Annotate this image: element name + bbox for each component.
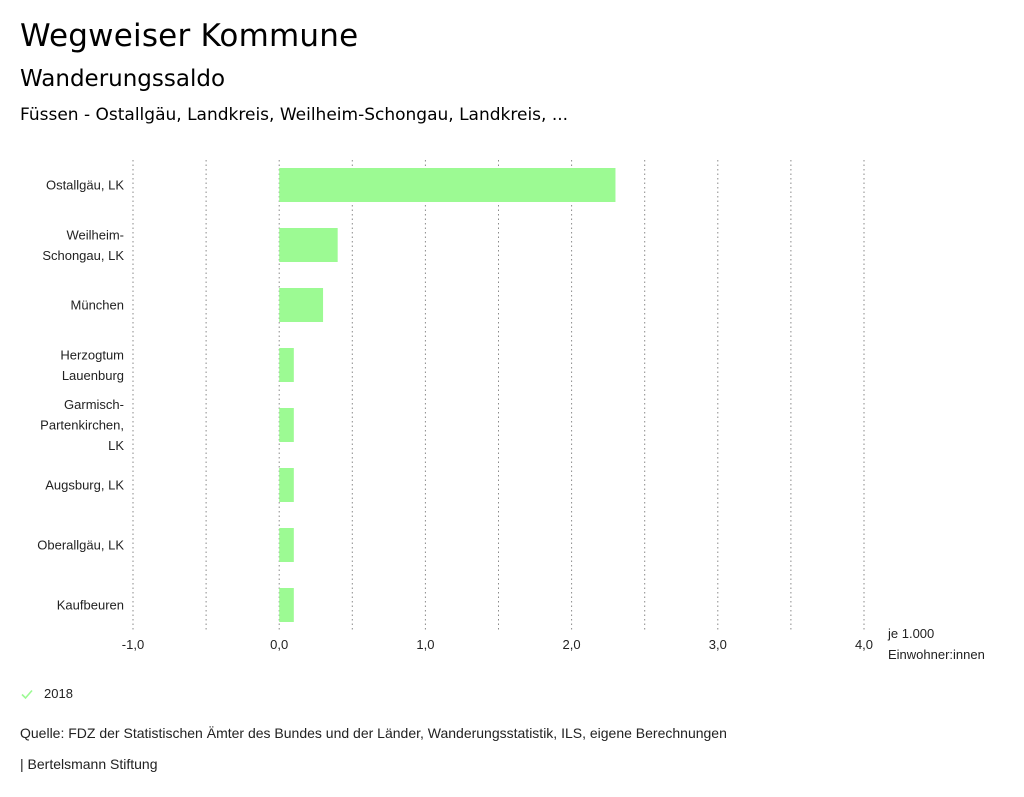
x-tick-label: 0,0: [270, 637, 288, 652]
legend-label-2018: 2018: [44, 686, 73, 701]
category-label: Herzogtum Lauenburg: [60, 347, 124, 383]
chart-title: Wegweiser Kommune: [20, 18, 359, 54]
category-label-line: München: [71, 298, 124, 313]
category-label-line: LK: [108, 438, 124, 453]
category-label-line: Partenkirchen,: [40, 418, 124, 433]
category-label-line: Oberallgäu, LK: [37, 538, 124, 553]
category-label: Kaufbeuren: [57, 598, 124, 613]
x-tick-label: 3,0: [709, 637, 727, 652]
source-note: Quelle: FDZ der Statistischen Ämter des …: [20, 725, 727, 741]
legend[interactable]: 2018: [20, 686, 73, 701]
bar[interactable]: [279, 408, 294, 442]
category-label: Ostallgäu, LK: [46, 178, 124, 193]
region-selection[interactable]: Füssen - Ostallgäu, Landkreis, Weilheim-…: [20, 105, 569, 125]
x-tick-label: 1,0: [416, 637, 434, 652]
category-label-line: Herzogtum: [60, 347, 124, 362]
bar[interactable]: [279, 168, 616, 202]
category-label-line: Weilheim-: [66, 227, 124, 242]
category-label-line: Schongau, LK: [42, 248, 124, 263]
bar[interactable]: [279, 468, 294, 502]
checkmark-icon[interactable]: [20, 687, 34, 701]
category-label: Garmisch- Partenkirchen, LK: [40, 397, 124, 453]
credit-note: | Bertelsmann Stiftung: [20, 756, 158, 772]
x-tick-label: 4,0: [855, 637, 873, 652]
category-label-line: Kaufbeuren: [57, 598, 124, 613]
category-label-line: Lauenburg: [62, 368, 124, 383]
bar[interactable]: [279, 288, 324, 322]
x-tick-label: -1,0: [122, 637, 144, 652]
x-axis-label: Einwohner:innen: [888, 647, 985, 662]
x-tick-label: 2,0: [563, 637, 581, 652]
x-axis-label: je 1.000: [887, 626, 934, 641]
category-label: Weilheim- Schongau, LK: [42, 227, 124, 263]
bar[interactable]: [279, 528, 294, 562]
category-label-line: Augsburg, LK: [45, 478, 124, 493]
chart-subtitle: Wanderungssaldo: [20, 66, 226, 92]
bar[interactable]: [279, 588, 294, 622]
category-label: München: [71, 298, 124, 313]
category-label-line: Garmisch-: [64, 397, 124, 412]
bar[interactable]: [279, 348, 294, 382]
bar[interactable]: [279, 228, 338, 262]
category-label-line: Ostallgäu, LK: [46, 178, 124, 193]
category-label: Augsburg, LK: [45, 478, 124, 493]
category-label: Oberallgäu, LK: [37, 538, 124, 553]
